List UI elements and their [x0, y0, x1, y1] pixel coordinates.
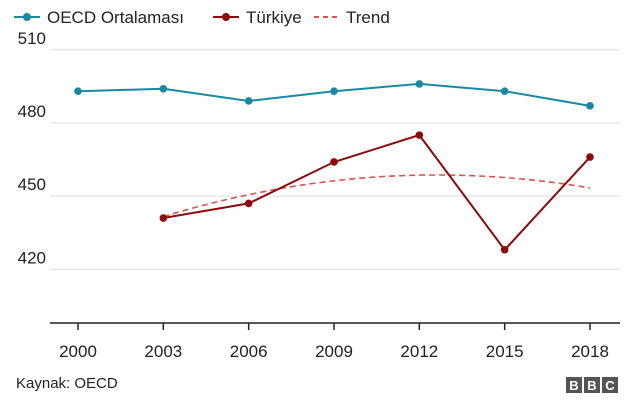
x-tick-label-2003: 2003 — [144, 342, 182, 361]
bbc-logo-block-1 — [566, 377, 582, 393]
data-point-oecd-2006 — [244, 97, 253, 105]
legend-item-oecd: OECD Ortalaması — [14, 8, 184, 27]
bbc-logo-block-2 — [584, 377, 600, 393]
data-point-oecd-2012 — [415, 80, 424, 88]
bbc-logo-letter-1: B — [569, 378, 578, 393]
x-tick-label-2015: 2015 — [486, 342, 524, 361]
y-tick-label-510: 510 — [18, 29, 46, 48]
bbc-logo-letter-3: C — [605, 378, 615, 393]
chart-legend: OECD Ortalaması Türkiye Trend — [14, 8, 390, 27]
y-axis-tick-labels: 510 480 450 420 — [18, 29, 46, 268]
data-point-oecd-2018 — [586, 102, 594, 110]
data-point-turkiye-2006 — [244, 199, 253, 208]
data-point-oecd-2009 — [330, 87, 338, 96]
legend-label-trend: Trend — [346, 8, 390, 27]
y-tick-label-450: 450 — [18, 175, 46, 194]
legend-marker-oecd — [23, 13, 31, 21]
bbc-logo-letter-2: B — [587, 378, 596, 393]
x-tick-label-2018: 2018 — [571, 342, 609, 361]
x-tick-label-2000: 2000 — [59, 342, 97, 361]
data-point-oecd-2000 — [74, 87, 82, 96]
x-tick-label-2006: 2006 — [230, 342, 268, 361]
data-point-turkiye-2018 — [586, 153, 594, 161]
x-axis-ticks: 2000 2003 2006 2009 2012 2015 2018 — [59, 323, 609, 361]
legend-item-turkiye: Türkiye — [213, 8, 302, 27]
data-point-turkiye-2012 — [415, 131, 424, 139]
legend-item-trend: Trend — [314, 8, 390, 27]
data-point-oecd-2003 — [159, 84, 168, 93]
data-point-turkiye-2015 — [500, 245, 509, 254]
grid-lines — [50, 49, 620, 270]
x-tick-label-2009: 2009 — [315, 342, 353, 361]
series-line-trend — [163, 174, 591, 218]
data-point-turkiye-2009 — [330, 158, 338, 166]
bbc-logo-block-3 — [602, 377, 618, 393]
legend-label-turkiye: Türkiye — [246, 8, 302, 27]
series-layer — [74, 80, 594, 254]
bbc-logo: B B C — [566, 377, 618, 393]
y-tick-label-420: 420 — [18, 248, 46, 267]
legend-marker-turkiye — [222, 13, 230, 21]
legend-label-oecd: OECD Ortalaması — [47, 8, 184, 27]
data-point-turkiye-2003 — [159, 214, 168, 222]
series-line-turkiye — [163, 133, 591, 252]
source-note: Kaynak: OECD — [16, 375, 118, 392]
data-point-oecd-2015 — [500, 87, 509, 96]
y-tick-label-480: 480 — [18, 102, 46, 121]
x-tick-label-2012: 2012 — [400, 342, 438, 361]
